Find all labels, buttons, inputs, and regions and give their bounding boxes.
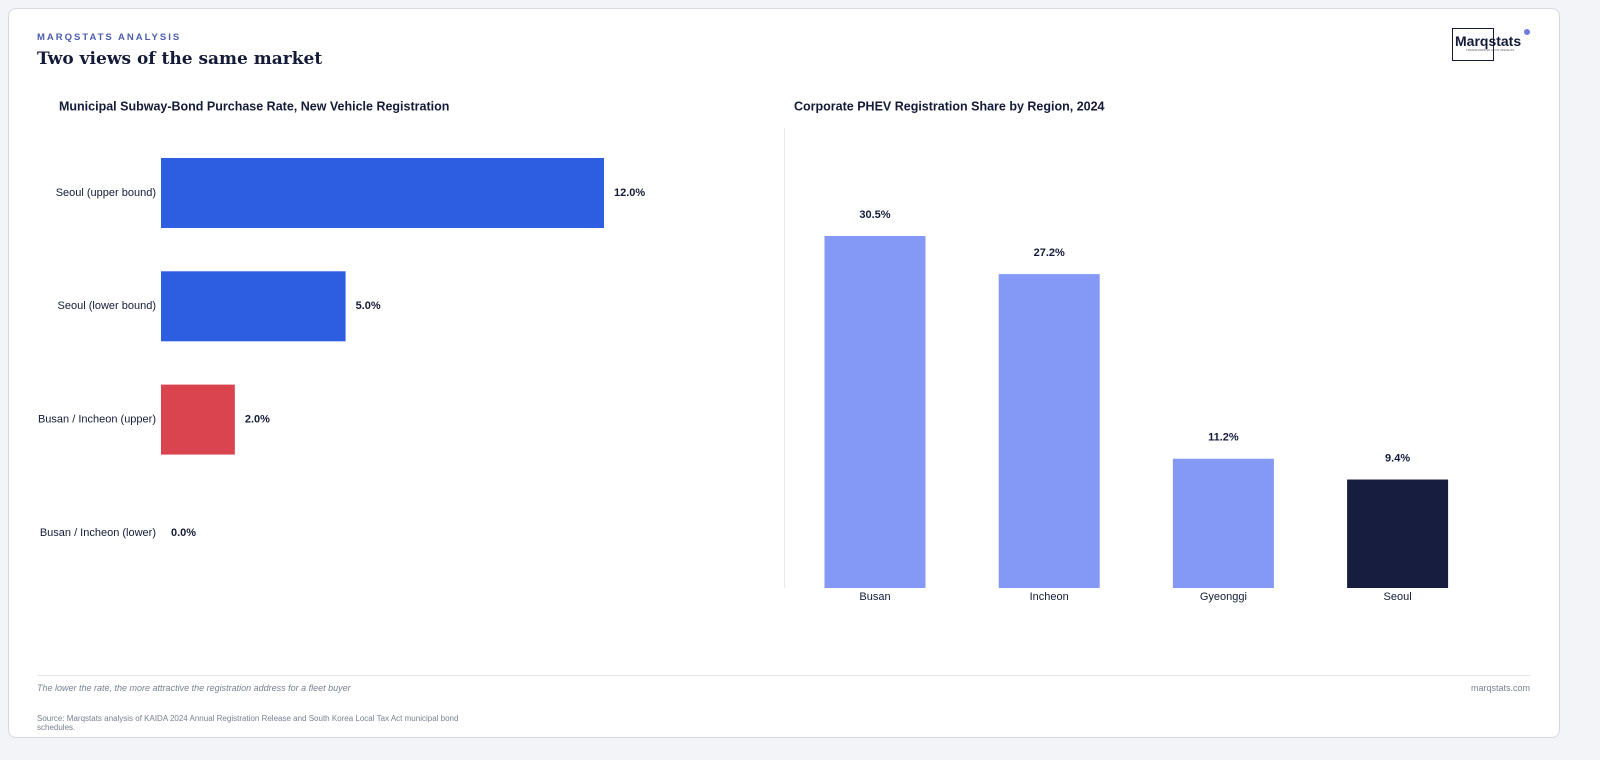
- value-label: 30.5%: [859, 209, 890, 221]
- x-tick-label: Seoul: [1384, 591, 1412, 603]
- value-label: 5.0%: [356, 300, 381, 312]
- bar: [161, 158, 604, 228]
- page-title: Two views of the same market: [37, 49, 323, 69]
- value-label: 11.2%: [1208, 432, 1239, 444]
- value-label: 12.0%: [614, 187, 645, 199]
- bar: [161, 271, 346, 342]
- footer-rule: [37, 675, 1530, 676]
- chart-title: Municipal Subway-Bond Purchase Rate, New…: [59, 99, 449, 113]
- x-tick-label: Gyeonggi: [1200, 591, 1247, 603]
- category-label: Seoul (upper bound): [56, 187, 156, 199]
- logo-frame: [1452, 28, 1494, 61]
- value-label: 27.2%: [1034, 247, 1065, 259]
- value-label: 9.4%: [1385, 452, 1410, 464]
- x-tick-label: Incheon: [1030, 591, 1069, 603]
- bar: [1347, 479, 1449, 588]
- bar: [161, 384, 235, 455]
- logo: Marqstats: [1455, 33, 1522, 49]
- category-label: Busan / Incheon (lower): [40, 527, 156, 539]
- category-label: Busan / Incheon (upper): [38, 414, 156, 426]
- footer-site: marqstats.com: [1470, 683, 1530, 693]
- value-label: 0.0%: [171, 527, 196, 539]
- category-label: Seoul (lower bound): [58, 300, 156, 312]
- logo-dot: [1524, 29, 1530, 35]
- value-label: 2.0%: [245, 414, 270, 426]
- footer-note: The lower the rate, the more attractive …: [37, 683, 351, 693]
- bar: [824, 236, 926, 588]
- kicker: MARQSTATS ANALYSIS: [37, 32, 182, 43]
- bar: [998, 274, 1100, 588]
- bar: [1172, 458, 1274, 588]
- x-tick-label: Busan: [859, 591, 890, 603]
- chart-title: Corporate PHEV Registration Share by Reg…: [794, 99, 1105, 113]
- logo-tagline: TRANSFORMING AUTO INSIGHTS: [1466, 48, 1515, 52]
- source: Source: Marqstats analysis of KAIDA 2024…: [37, 714, 459, 732]
